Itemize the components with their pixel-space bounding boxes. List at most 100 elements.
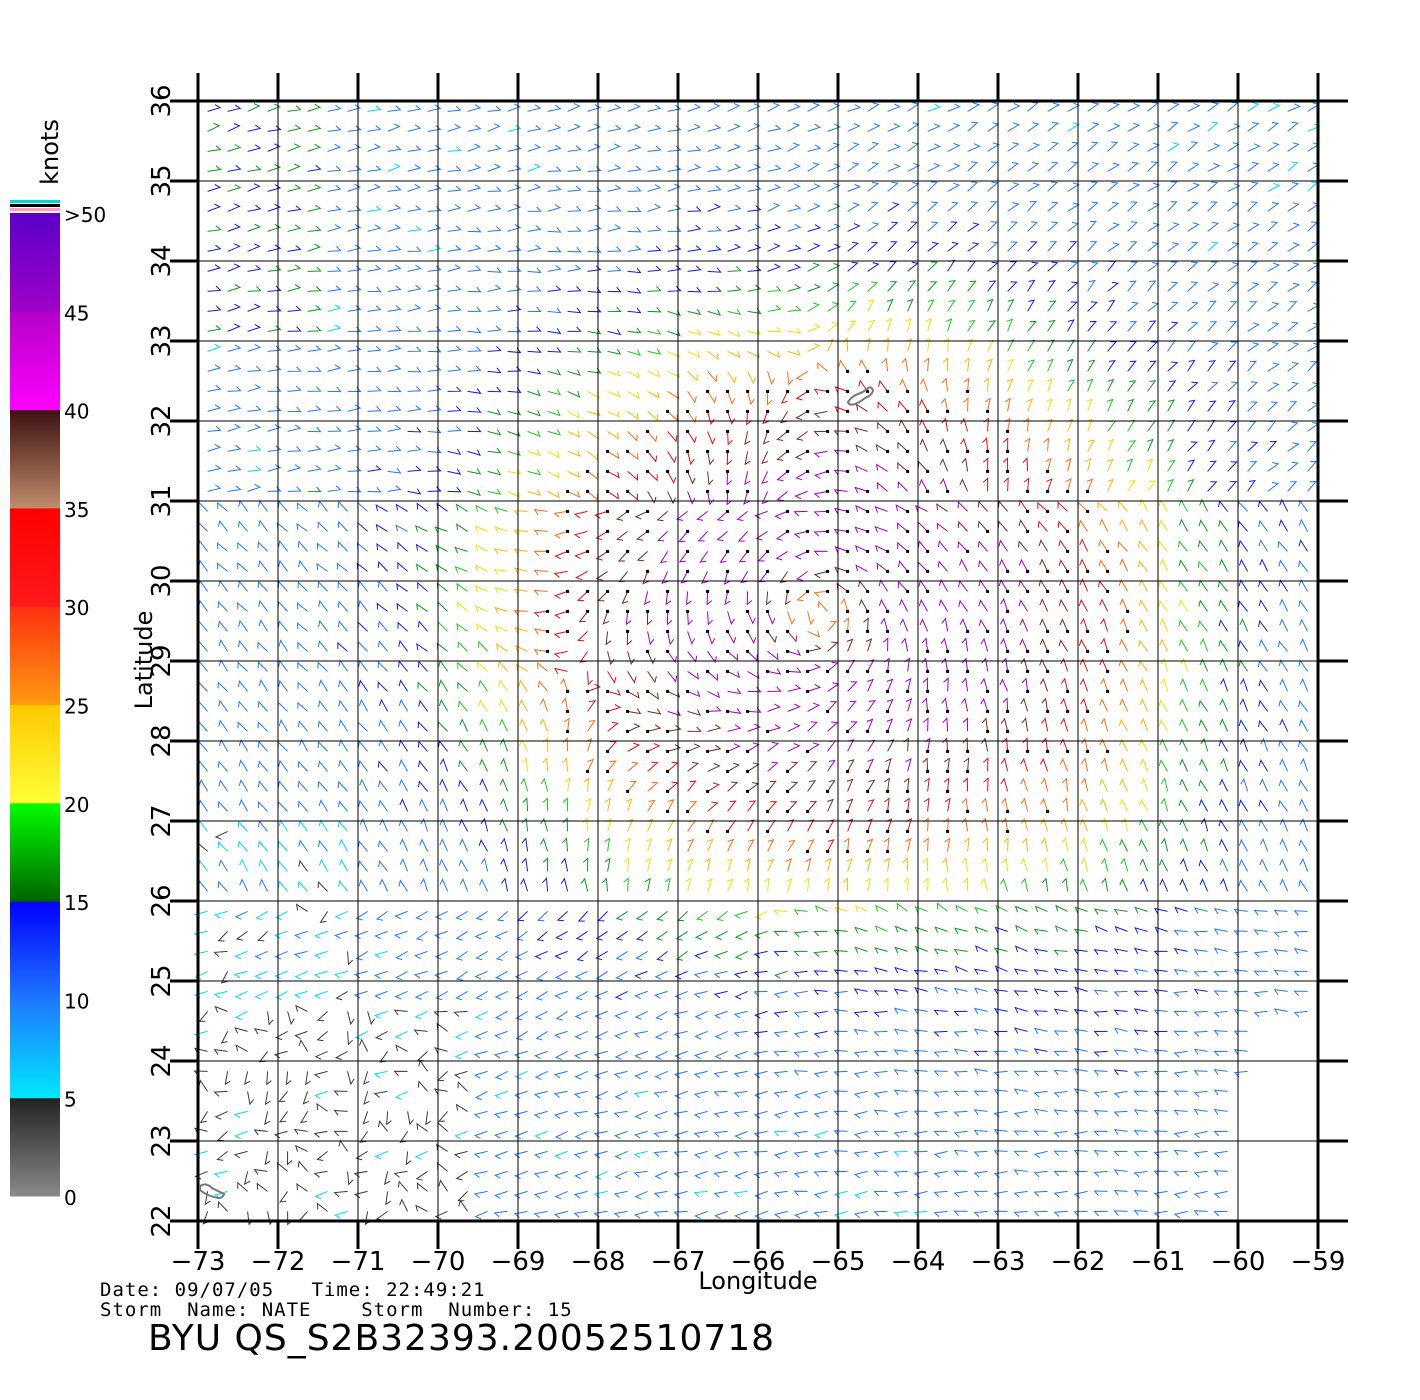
rain-flag — [886, 770, 889, 773]
wind-barb — [939, 600, 947, 611]
wind-barb — [348, 166, 361, 172]
rain-flag — [826, 590, 829, 593]
wind-barb — [1055, 1171, 1068, 1176]
wind-barb — [317, 543, 327, 551]
wind-barb — [248, 304, 260, 311]
wind-barb — [815, 1031, 828, 1037]
wind-barb — [543, 758, 548, 771]
wind-barb — [298, 802, 307, 812]
wind-barb — [628, 145, 640, 152]
wind-barb — [237, 931, 248, 940]
wind-barb — [1280, 600, 1288, 612]
wind-barb — [328, 246, 341, 251]
wind-barb — [1199, 701, 1208, 712]
wind-barb — [995, 1071, 1008, 1076]
wind-barb — [635, 1031, 648, 1037]
wind-barb — [218, 1131, 228, 1140]
wind-barb — [1148, 342, 1157, 352]
wind-barb — [1108, 282, 1118, 291]
wind-barb — [815, 451, 828, 457]
wind-barb — [1075, 1049, 1088, 1054]
wind-barb — [495, 1031, 507, 1038]
wind-barb — [288, 1011, 295, 1024]
wind-barb — [708, 745, 721, 751]
wind-barb — [548, 429, 561, 434]
wind-barb — [458, 701, 467, 711]
wind-barb — [898, 482, 908, 491]
wind-barb — [1155, 1191, 1168, 1197]
rain-flag — [726, 410, 729, 413]
wind-barb — [288, 447, 301, 452]
wind-barb — [595, 1211, 608, 1217]
wind-barb — [1028, 321, 1036, 331]
wind-barb — [1095, 969, 1108, 974]
wind-barb — [1175, 1011, 1188, 1016]
wind-barb — [1188, 124, 1200, 132]
wind-barb — [1155, 1131, 1168, 1136]
wind-barb — [875, 1211, 888, 1216]
wind-barb — [1055, 1009, 1068, 1014]
wind-barb — [219, 660, 227, 671]
wind-barb — [1135, 949, 1148, 954]
wind-barb — [1248, 242, 1258, 251]
wind-barb — [522, 839, 528, 852]
wind-barb — [1127, 459, 1133, 471]
wind-barb — [1199, 541, 1208, 551]
wind-barb — [708, 471, 713, 484]
wind-barb — [1120, 520, 1128, 532]
wind-barb — [278, 523, 288, 531]
wind-barb — [935, 1191, 948, 1196]
wind-barb — [835, 407, 847, 413]
wind-barb — [868, 800, 874, 812]
wind-barb — [755, 1111, 768, 1118]
wind-barb — [1041, 839, 1047, 852]
rain-flag — [626, 550, 629, 553]
wind-barb — [1140, 759, 1147, 771]
wind-barb — [1239, 580, 1247, 591]
wind-barb — [1021, 699, 1028, 712]
wind-barb — [815, 1111, 828, 1117]
rain-flag — [1006, 570, 1009, 573]
wind-barb — [337, 564, 347, 572]
wind-barb — [1268, 242, 1278, 251]
wind-barb — [955, 1191, 968, 1197]
wind-barb — [1022, 839, 1027, 852]
wind-barb — [955, 1171, 968, 1176]
wind-barb — [208, 485, 221, 492]
wind-barb — [398, 543, 408, 552]
wind-barb — [448, 469, 461, 474]
wind-barb — [400, 839, 408, 851]
wind-barb — [788, 123, 799, 131]
wind-barb — [228, 264, 240, 272]
wind-barb — [1159, 601, 1168, 612]
wind-barb — [868, 300, 874, 311]
wind-barb — [1028, 143, 1039, 151]
wind-barb — [298, 782, 307, 792]
wind-barb — [588, 248, 601, 253]
wind-barb — [399, 820, 407, 831]
rain-flag — [1106, 590, 1109, 593]
wind-barb — [438, 1123, 448, 1132]
rain-flag — [1086, 570, 1089, 573]
wind-barb — [448, 306, 461, 311]
wind-barb — [1160, 860, 1168, 872]
rain-flag — [986, 630, 989, 633]
rain-flag — [886, 450, 889, 453]
wind-barb — [699, 531, 708, 541]
wind-barb — [1095, 990, 1108, 995]
wind-barb — [856, 506, 868, 512]
wind-barb — [1268, 122, 1278, 131]
wind-barb — [1075, 1191, 1088, 1197]
rain-flag — [746, 550, 749, 553]
wind-barb — [855, 488, 867, 494]
wind-barb — [795, 531, 808, 537]
wind-barb — [1088, 242, 1097, 252]
wind-barb — [928, 104, 940, 111]
rain-flag — [1046, 650, 1049, 653]
wind-barb — [748, 611, 756, 623]
wind-barb — [399, 641, 408, 652]
wind-barb — [1068, 302, 1077, 311]
rain-flag — [806, 470, 809, 473]
wind-barb — [1042, 699, 1048, 712]
